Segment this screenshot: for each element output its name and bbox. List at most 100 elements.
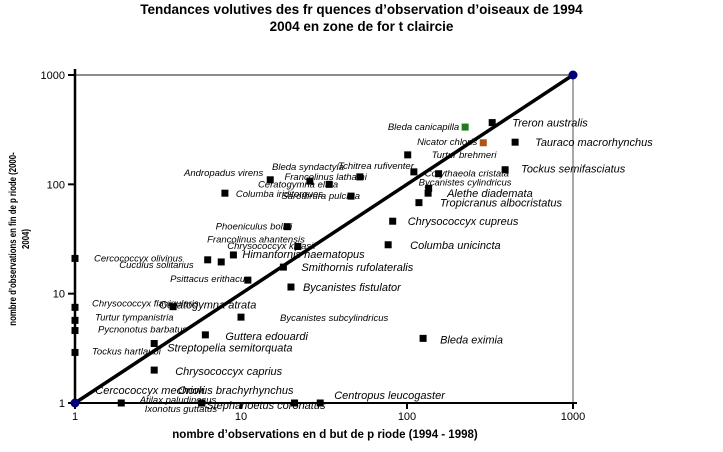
species-label: Turtur tympanistria <box>95 312 173 323</box>
chart-title-line2: 2004 en zone de for t claircie <box>269 19 454 34</box>
data-point <box>71 348 79 356</box>
data-point <box>415 199 423 207</box>
data-point <box>244 276 252 284</box>
species-label: Sarothrura pulchra <box>281 191 360 202</box>
species-label: Ceratogymna elata <box>258 179 338 190</box>
species-label: Streptopelia semitorquata <box>167 343 292 355</box>
y-tick-label: 100 <box>47 179 65 191</box>
chart-title-line1: Tendances volutives des fr quences d’obs… <box>140 2 583 17</box>
species-label: Phoeniculus bollei <box>216 222 293 233</box>
data-point <box>150 366 158 374</box>
species-label: Columba iriditorques <box>236 189 323 200</box>
data-point <box>435 170 443 178</box>
species-label: Nicator chloris <box>417 137 477 148</box>
data-point <box>266 176 274 184</box>
species-label: Oriolus brachyrhynchus <box>178 385 294 397</box>
data-point <box>71 327 79 335</box>
data-point <box>511 138 519 146</box>
data-point <box>279 263 287 271</box>
y-tick-label: 10 <box>53 289 65 301</box>
trend-endpoint <box>70 398 80 408</box>
data-point <box>479 139 487 147</box>
data-point <box>410 168 418 176</box>
data-point <box>229 251 237 259</box>
data-point <box>221 189 229 197</box>
species-label: Himantornis haematopus <box>242 249 365 261</box>
species-label: Centropus leucogaster <box>334 390 446 402</box>
x-tick-label: 1 <box>72 411 78 423</box>
species-label: Guttera edouardi <box>225 331 308 343</box>
species-label: Francolinus lathami <box>284 172 367 183</box>
species-label: Bycanistes fistulator <box>303 282 402 294</box>
species-label: Atilax paludinosus <box>139 395 217 406</box>
data-point <box>424 189 432 197</box>
species-label: Columba unicincta <box>410 240 501 252</box>
species-label: Cercococcyx olivinus <box>94 253 183 264</box>
data-point <box>169 303 177 311</box>
species-label: Ixonotus guttatus <box>145 404 218 415</box>
species-label: Corythaeola cristata <box>425 169 509 180</box>
y-tick-label: 1000 <box>41 70 65 82</box>
species-label: Bleda syndactyla <box>272 162 344 173</box>
data-point <box>316 399 324 407</box>
data-point <box>325 180 333 188</box>
species-label: Smithornis rufolateralis <box>301 262 413 274</box>
data-point <box>150 340 158 348</box>
species-label: Tropicranus albocristatus <box>440 198 563 210</box>
x-tick-label: 10 <box>235 411 247 423</box>
species-label: Francolinus ahantensis <box>207 235 305 246</box>
species-label: Chrysococcyx klaasii <box>227 241 316 252</box>
data-point <box>201 331 209 339</box>
data-point <box>356 173 364 181</box>
species-label: Pycnonotus barbatus <box>98 325 188 336</box>
y-axis-title: nombre d’observations en fin de p riode … <box>7 122 33 356</box>
x-axis-title: nombre d’observations en d but de p riod… <box>172 429 478 441</box>
data-point <box>217 258 225 266</box>
species-label: Turtur brehmeri <box>432 150 498 161</box>
data-point <box>404 151 412 159</box>
data-point <box>204 256 212 264</box>
x-tick-label: 1000 <box>561 411 585 423</box>
data-point <box>419 334 427 342</box>
species-label: Tchitrea rufiventer <box>338 161 415 172</box>
species-label: Bycanistes cylindricus <box>419 177 512 188</box>
species-label: Chrysococcyx caprius <box>175 366 282 378</box>
data-point <box>501 166 509 174</box>
y-tick-label: 1 <box>59 398 65 410</box>
species-label: Bleda canicapilla <box>388 122 459 133</box>
data-point <box>461 123 469 131</box>
data-point <box>488 119 496 127</box>
species-label: Cuculus solitarius <box>119 260 194 271</box>
species-label: Tauraco macrorhynchus <box>535 137 653 149</box>
trend-line <box>74 73 574 405</box>
data-point <box>71 303 79 311</box>
data-point <box>384 241 392 249</box>
data-point <box>198 399 206 407</box>
data-point <box>71 316 79 324</box>
species-label: Tockus hartlaubi <box>92 346 162 357</box>
data-point <box>71 254 79 262</box>
data-point <box>290 399 298 407</box>
species-label: Treron australis <box>512 118 588 130</box>
y-axis-title-line2: 2004) <box>21 229 32 249</box>
species-label: Bycanistes subcylindricus <box>280 313 388 324</box>
species-label: Andropadus virens <box>183 168 263 179</box>
species-label: Psittacus erithacus <box>170 274 250 285</box>
species-label: Alethe diademata <box>446 188 533 200</box>
data-point <box>117 399 125 407</box>
data-point <box>425 184 433 192</box>
data-point <box>389 217 397 225</box>
species-label: Cercococcyx mechowi <box>95 385 205 397</box>
data-point <box>306 177 314 185</box>
data-point <box>294 243 302 251</box>
species-label: Chrysococcyx cupreus <box>408 216 519 228</box>
species-label: Ceratogymna atrata <box>159 300 256 312</box>
y-axis-title-line1: nombre d’observations en fin de p riode … <box>8 152 19 326</box>
data-point <box>347 192 355 200</box>
chart-title: Tendances volutives des fr quences d’obs… <box>0 1 723 35</box>
data-point <box>287 283 295 291</box>
data-point <box>237 313 245 321</box>
x-tick-label: 100 <box>398 411 416 423</box>
